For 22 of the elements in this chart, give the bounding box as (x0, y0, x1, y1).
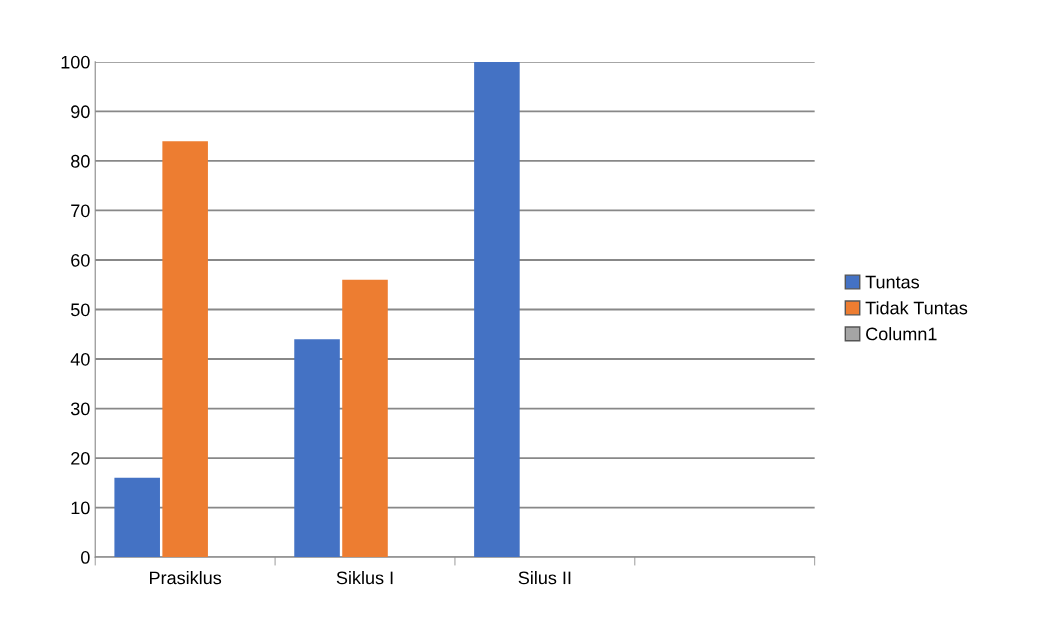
bar (114, 477, 160, 558)
bar (474, 61, 520, 558)
y-tick-label: 100 (61, 55, 90, 69)
y-tick-label: 90 (71, 105, 90, 119)
legend-label: Tuntas (865, 275, 920, 289)
y-tick-label: 50 (71, 303, 90, 317)
x-tick-label: Prasiklus (150, 570, 222, 585)
y-tick-label: 30 (70, 402, 90, 416)
y-tick-label: 20 (71, 451, 90, 465)
legend-label: Column1 (866, 327, 937, 341)
y-tick-label: 0 (81, 551, 90, 564)
y-tick-label: 10 (71, 501, 90, 515)
y-tick-label: 70 (71, 204, 90, 218)
bar (342, 279, 388, 558)
bar (162, 141, 208, 558)
x-tick-label: Siklus I (336, 570, 393, 585)
x-tick-label: Silus II (518, 570, 571, 585)
y-tick-label: 80 (71, 154, 90, 168)
y-tick-label: 40 (70, 352, 90, 366)
bar (294, 339, 340, 558)
legend-label: Tidak Tuntas (865, 301, 968, 315)
y-tick-label: 60 (71, 253, 90, 267)
